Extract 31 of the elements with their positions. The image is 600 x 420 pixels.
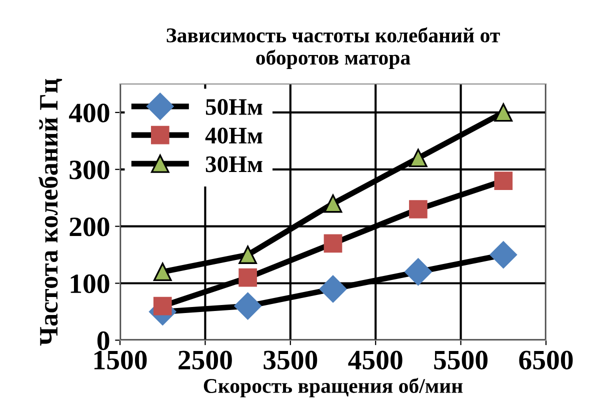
point <box>409 200 428 218</box>
point <box>234 292 262 320</box>
y-tick-label: 200 <box>70 218 110 236</box>
point <box>494 103 513 122</box>
legend-label: 30Нм <box>206 156 262 172</box>
legend-label: 50Нм <box>206 98 262 115</box>
legend-label: 40Нм <box>205 128 262 144</box>
x-tick-label: 5500 <box>434 350 488 370</box>
y-tick-label: 100 <box>70 274 110 294</box>
x-tick-label: 6500 <box>519 350 573 370</box>
point <box>324 194 342 213</box>
point <box>404 258 432 286</box>
x-tick-label: 2500 <box>178 350 232 370</box>
point <box>238 268 257 287</box>
x-tick-label: 4500 <box>348 350 402 370</box>
x-axis-title: Скорость вращения об/мин <box>204 378 463 398</box>
point <box>153 262 172 282</box>
point <box>238 246 257 264</box>
y-tick-label: 400 <box>68 104 110 122</box>
x-tick-label: 1500 <box>94 350 147 370</box>
y-tick-label: 0 <box>97 331 110 350</box>
y-tick-label: 300 <box>70 160 110 180</box>
point <box>490 241 517 268</box>
point <box>319 275 347 303</box>
point <box>324 234 342 253</box>
point <box>494 172 513 190</box>
point <box>153 296 172 316</box>
chart-title: Зависимость частоты колебаний от оборотов матора <box>166 27 500 69</box>
x-tick-label: 3500 <box>264 350 318 370</box>
point <box>409 148 428 168</box>
y-axis-title: Частота колебаний Гц <box>38 78 62 346</box>
